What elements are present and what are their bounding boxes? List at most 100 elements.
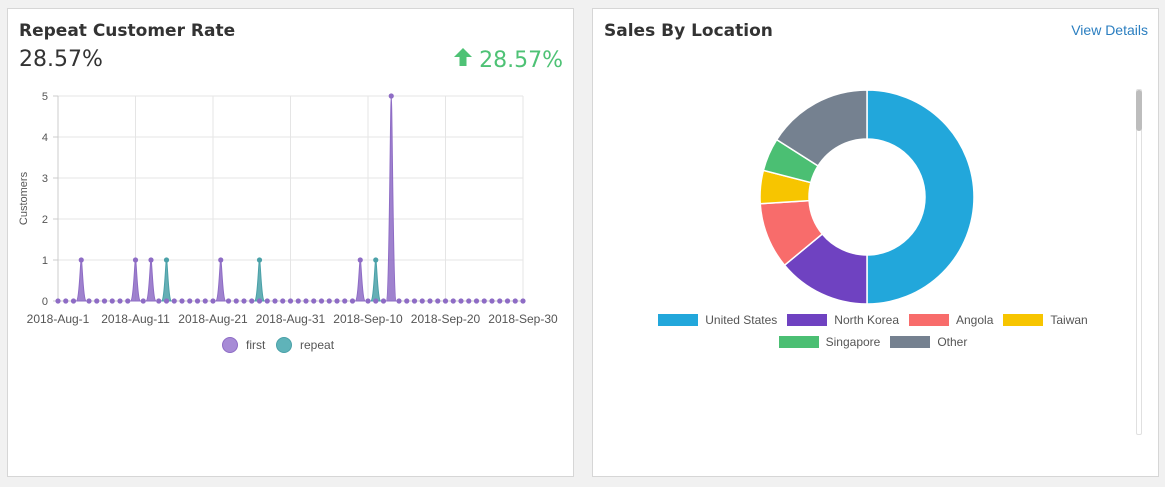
x-tick-label: 2018-Sep-20 <box>411 312 481 326</box>
data-point <box>125 298 131 304</box>
y-tick-label: 4 <box>42 132 48 144</box>
data-point <box>233 298 239 304</box>
data-point <box>249 298 255 304</box>
legend-item[interactable]: Angola <box>909 313 993 327</box>
data-point <box>109 298 115 304</box>
legend-label: United States <box>705 313 778 327</box>
data-point <box>303 298 309 304</box>
y-tick-label: 2 <box>42 214 48 226</box>
data-point <box>225 298 232 304</box>
data-point <box>187 298 193 304</box>
legend-label: repeat <box>300 338 335 352</box>
repeat-rate-value: 28.57% <box>19 47 103 72</box>
series-area-first <box>145 259 157 302</box>
legend-item[interactable]: North Korea <box>787 313 899 327</box>
legend-label: Singapore <box>825 335 881 349</box>
data-point <box>520 298 526 304</box>
series-area-repeat <box>370 259 382 302</box>
y-tick-label: 3 <box>42 173 48 185</box>
series-area-first <box>215 259 227 302</box>
legend-item[interactable]: United States <box>658 313 777 327</box>
scrollbar[interactable] <box>1136 89 1142 435</box>
legend-label: North Korea <box>834 313 899 327</box>
data-point <box>256 257 263 263</box>
data-point <box>427 298 433 304</box>
legend-label: first <box>246 338 266 352</box>
data-point <box>466 298 472 304</box>
legend-swatch <box>1003 314 1044 326</box>
data-point <box>132 257 139 263</box>
data-point <box>318 298 325 304</box>
x-tick-label: 2018-Aug-31 <box>256 312 326 326</box>
data-point <box>70 298 77 304</box>
data-point <box>171 298 177 304</box>
data-point <box>101 298 108 304</box>
data-point <box>78 257 84 263</box>
y-tick-label: 5 <box>42 91 48 103</box>
donut-slice <box>866 89 975 305</box>
data-point <box>264 298 270 304</box>
data-point <box>396 298 402 304</box>
legend-swatch <box>276 337 292 353</box>
data-point <box>287 298 294 304</box>
data-point <box>272 298 278 304</box>
data-point <box>218 257 224 263</box>
data-point <box>140 298 146 304</box>
series-area-first <box>129 259 142 302</box>
data-point <box>473 298 480 304</box>
data-point <box>117 298 123 304</box>
x-tick-label: 2018-Sep-10 <box>333 312 403 326</box>
data-point <box>388 93 394 99</box>
data-point <box>411 298 418 304</box>
scroll-thumb[interactable] <box>1136 90 1142 131</box>
data-point <box>179 298 185 304</box>
legend-swatch <box>658 314 699 326</box>
x-tick-label: 2018-Sep-30 <box>488 312 558 326</box>
legend-swatch <box>778 336 819 348</box>
sales-donut-chart <box>759 89 975 305</box>
y-axis-label: Customers <box>18 171 30 225</box>
legend-first[interactable]: first <box>222 337 265 353</box>
series-area-repeat <box>253 259 266 302</box>
data-point <box>419 298 425 304</box>
customers-line-chart: 0 1 2 3 4 5 2018-Aug-1 2018-Aug-11 2018-Aug-21 20… <box>18 91 558 326</box>
legend-item[interactable]: Taiwan <box>1003 313 1088 327</box>
repeat-customer-panel: Repeat Customer Rate 28.57% 28.57% 0 1 2 3 4… <box>7 8 574 477</box>
legend-label: Angola <box>956 313 994 327</box>
view-details-link[interactable]: View Details <box>1071 22 1148 38</box>
rate-change-value: 28.57% <box>479 47 563 73</box>
data-point <box>256 298 263 304</box>
data-point <box>311 298 317 304</box>
legend-swatch <box>222 337 238 353</box>
series-area-first <box>75 259 87 302</box>
data-point <box>163 298 170 304</box>
panel-title: Sales By Location <box>604 21 773 41</box>
series-area-first <box>354 259 366 302</box>
y-tick-label: 1 <box>42 255 48 267</box>
data-point <box>497 298 503 304</box>
data-point <box>380 298 387 304</box>
data-point <box>373 298 379 304</box>
data-point <box>435 298 441 304</box>
data-point <box>163 257 170 263</box>
y-tick-label: 0 <box>42 296 48 308</box>
legend-label: Taiwan <box>1050 313 1088 327</box>
data-point <box>357 257 363 263</box>
data-point <box>86 298 92 304</box>
x-tick-label: 2018-Aug-11 <box>101 312 170 326</box>
donut-legend: United States North Korea Angola Taiwan Sing… <box>633 313 1113 357</box>
legend-item[interactable]: Singapore <box>778 335 881 349</box>
legend-repeat[interactable]: repeat <box>276 337 334 353</box>
arrow-up-icon <box>453 47 473 73</box>
data-point <box>450 298 456 304</box>
data-point <box>326 298 332 304</box>
data-point <box>241 298 247 304</box>
data-point <box>202 298 208 304</box>
series-area-first <box>385 95 397 302</box>
x-tick-label: 2018-Aug-1 <box>27 312 90 326</box>
legend-swatch <box>890 336 931 348</box>
data-point <box>194 298 201 304</box>
legend-item[interactable]: Other <box>890 335 967 349</box>
panel-title: Repeat Customer Rate <box>19 21 236 41</box>
data-point <box>280 298 286 304</box>
